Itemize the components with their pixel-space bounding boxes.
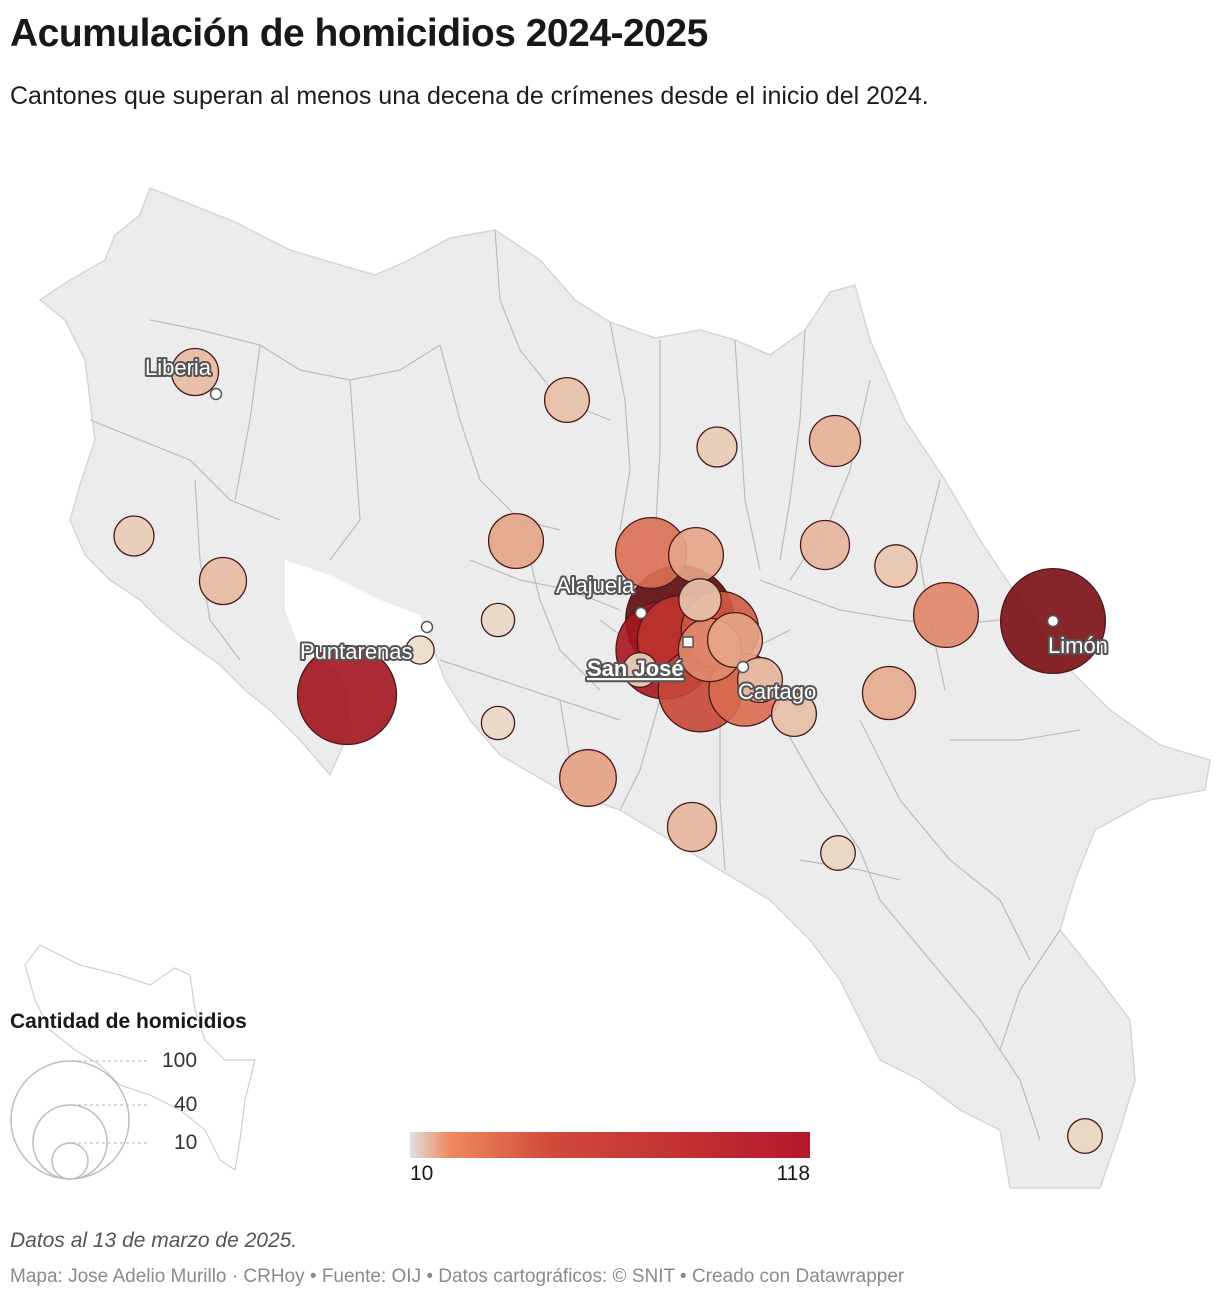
puntarenas-marker <box>420 620 434 634</box>
costa-rica-landmass <box>38 187 1211 1189</box>
size-legend-label-100: 100 <box>162 1049 198 1072</box>
homicide-bubble[interactable] <box>820 835 856 871</box>
homicide-bubble[interactable] <box>1067 1118 1103 1154</box>
size-legend-label-40: 40 <box>174 1093 198 1116</box>
homicide-bubble[interactable] <box>170 347 220 397</box>
city-markers <box>209 387 1060 674</box>
homicide-bubbles <box>113 347 1107 1154</box>
liberia-marker <box>209 387 223 401</box>
legend-inset-map <box>24 944 256 1172</box>
homicide-bubble[interactable] <box>678 578 722 622</box>
homicide-bubble[interactable] <box>487 512 545 570</box>
data-note: Datos al 13 de marzo de 2025. <box>10 1229 298 1252</box>
cartago-label: Cartago <box>738 679 816 704</box>
homicide-bubble[interactable] <box>706 611 764 669</box>
chart-title: Acumulación de homicidios 2024-2025 <box>10 12 708 55</box>
limon-marker <box>1046 614 1060 628</box>
homicide-bubble[interactable] <box>799 519 851 571</box>
color-scale-max: 118 <box>776 1162 810 1185</box>
size-legend-label-10: 10 <box>174 1131 198 1154</box>
homicide-bubble[interactable] <box>405 635 435 665</box>
homicide-bubble[interactable] <box>543 376 591 424</box>
map-area: Liberia Puntarenas Alajuela San José Car… <box>0 130 1220 1210</box>
gulf-of-nicoya <box>285 560 430 668</box>
puntarenas-label: Puntarenas <box>300 639 413 664</box>
homicide-bubble[interactable] <box>622 652 658 688</box>
size-legend-circles <box>10 1060 148 1180</box>
homicide-bubble[interactable] <box>912 581 980 649</box>
homicide-bubble[interactable] <box>861 665 917 721</box>
homicide-bubble[interactable] <box>480 705 516 741</box>
homicide-bubble[interactable] <box>113 515 155 557</box>
san-jose-marker <box>682 636 694 648</box>
cartago-marker <box>736 660 750 674</box>
homicide-bubble[interactable] <box>696 426 738 468</box>
liberia-label: Liberia <box>145 355 212 380</box>
place-labels: Liberia Puntarenas Alajuela San José Car… <box>143 353 1110 706</box>
size-legend-circle-10 <box>51 1142 89 1180</box>
size-legend-circle-40 <box>32 1104 108 1180</box>
source-credit: Mapa: Jose Adelio Murillo · CRHoy • Fuen… <box>10 1266 905 1287</box>
homicide-bubble[interactable] <box>559 749 617 807</box>
homicide-bubble[interactable] <box>808 414 862 468</box>
san-jose-label: San José <box>587 656 684 681</box>
homicide-bubble[interactable] <box>667 526 725 584</box>
homicide-bubble[interactable] <box>874 544 918 588</box>
alajuela-marker <box>634 606 648 620</box>
size-legend-circle-100 <box>10 1060 130 1180</box>
limon-label: Limón <box>1048 633 1108 658</box>
homicide-bubble[interactable] <box>770 690 818 738</box>
homicide-bubble[interactable] <box>480 602 516 638</box>
alajuela-label: Alajuela <box>556 573 635 598</box>
color-scale-min: 10 <box>410 1162 434 1185</box>
homicide-bubble[interactable] <box>296 644 398 746</box>
homicide-bubble[interactable] <box>198 556 248 606</box>
homicide-bubble[interactable] <box>666 801 718 853</box>
color-scale-bar <box>410 1132 810 1158</box>
costa-rica-map: Liberia Puntarenas Alajuela San José Car… <box>24 187 1211 1189</box>
size-legend-title: Cantidad de homicidios <box>10 1010 247 1033</box>
chart-subtitle: Cantones que superan al menos una decena… <box>10 82 929 110</box>
